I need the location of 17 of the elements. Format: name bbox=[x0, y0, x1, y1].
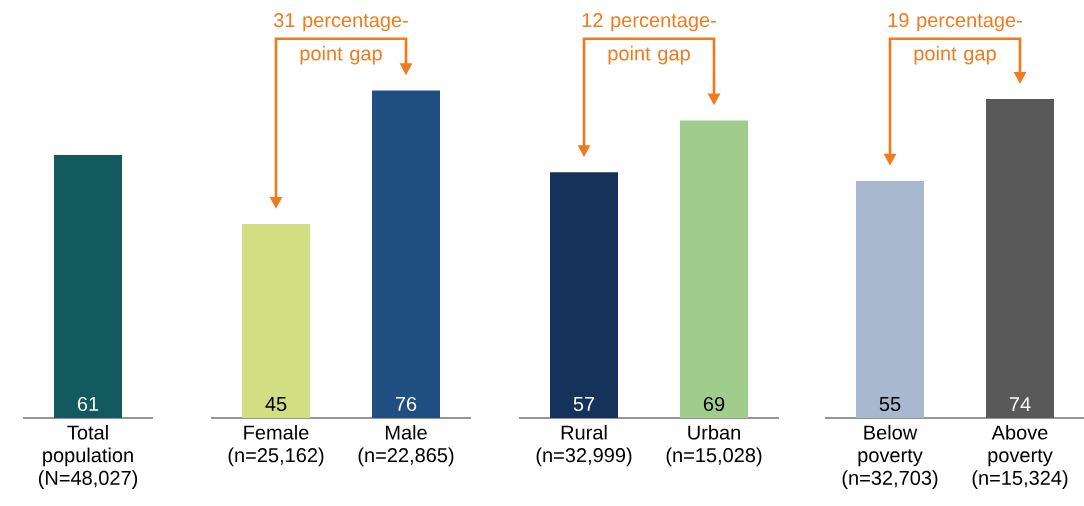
x-tick-label: Male (n=22,865) bbox=[358, 424, 454, 467]
data-label: 55 bbox=[879, 397, 901, 412]
data-label: 57 bbox=[573, 397, 595, 412]
x-tick-label: Above poverty (n=15,324) bbox=[972, 424, 1068, 489]
x-tick-label: Female (n=25,162) bbox=[228, 424, 324, 467]
x-tick-label: Rural (n=32,999) bbox=[536, 424, 632, 467]
data-label: 74 bbox=[1009, 397, 1031, 412]
data-label: 45 bbox=[265, 397, 287, 412]
x-tick-label: Total population (N=48,027) bbox=[38, 424, 138, 489]
data-label: 69 bbox=[703, 396, 725, 412]
text: 31 percentage-point gap bbox=[273, 13, 408, 65]
data-label: 61 bbox=[77, 396, 99, 412]
x-tick-label: Below poverty (n=32,703) bbox=[842, 424, 938, 489]
data-label: 76 bbox=[395, 396, 417, 412]
text: 12 percentage-point gap bbox=[582, 13, 716, 65]
x-tick-label: Urban (n=15,028) bbox=[666, 424, 762, 467]
text: 19 percentage-point gap bbox=[888, 13, 1022, 65]
